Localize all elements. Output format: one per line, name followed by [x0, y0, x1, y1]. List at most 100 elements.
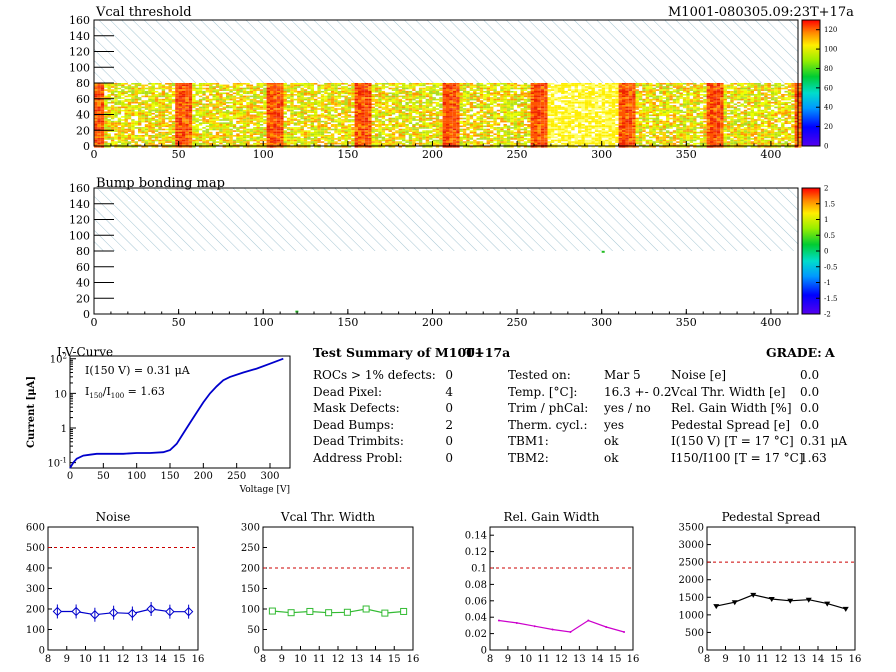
map-pixel	[114, 109, 118, 112]
map-pixel	[168, 125, 172, 128]
map-pixel	[374, 98, 379, 101]
map-pixel	[402, 84, 406, 87]
map-pixel	[429, 135, 433, 137]
map-pixel	[178, 135, 182, 137]
map-pixel	[256, 106, 260, 109]
map-pixel	[459, 86, 463, 88]
map-pixel	[544, 83, 548, 85]
map-pixel	[168, 89, 172, 91]
map-pixel	[425, 106, 430, 109]
map-pixel	[242, 128, 247, 131]
map-pixel	[486, 92, 490, 95]
map-pixel	[205, 106, 210, 109]
map-pixel	[337, 101, 342, 104]
map-pixel	[547, 125, 551, 128]
map-pixel	[239, 130, 243, 132]
map-pixel	[188, 92, 193, 95]
map-pixel	[540, 108, 545, 110]
map-pixel	[168, 84, 172, 87]
map-pixel	[188, 124, 193, 126]
map-pixel	[544, 146, 548, 148]
map-pixel	[493, 105, 497, 107]
map-pixel	[259, 133, 264, 135]
map-pixel	[371, 120, 375, 123]
map-pixel	[273, 146, 277, 148]
map-pixel	[256, 86, 260, 88]
map-pixel	[347, 89, 352, 91]
map-pixel	[490, 125, 494, 128]
map-pixel	[347, 119, 352, 121]
map-pixel	[398, 103, 402, 106]
map-pixel	[381, 138, 386, 140]
map-pixel	[219, 92, 223, 95]
map-pixel	[232, 142, 237, 145]
map-pixel	[198, 98, 203, 101]
map-pixel	[527, 100, 531, 102]
map-pixel	[188, 111, 193, 113]
map-pixel	[114, 146, 118, 148]
map-pixel	[503, 130, 507, 132]
map-pixel	[131, 125, 135, 128]
map-pixel	[320, 138, 325, 140]
map-pixel	[473, 133, 477, 135]
map-pixel	[513, 127, 518, 129]
map-pixel	[297, 138, 301, 140]
map-pixel	[469, 136, 474, 139]
map-pixel	[229, 136, 233, 139]
map-pixel	[286, 131, 291, 134]
map-pixel	[138, 138, 142, 140]
map-pixel	[178, 139, 182, 142]
map-pixel	[479, 108, 484, 110]
map-pixel	[439, 128, 443, 131]
map-pixel	[266, 139, 270, 142]
map-pixel	[229, 146, 233, 148]
map-pixel	[171, 90, 176, 93]
map-pixel	[486, 112, 490, 115]
map-pixel	[280, 101, 284, 104]
map-pixel	[391, 106, 396, 109]
map-pixel	[320, 106, 325, 109]
map-pixel	[523, 89, 528, 91]
map-pixel	[249, 92, 254, 95]
map-pixel	[100, 122, 105, 124]
map-pixel	[351, 116, 355, 118]
map-pixel	[486, 87, 490, 90]
map-pixel	[219, 94, 223, 96]
map-pixel	[354, 120, 358, 123]
map-pixel	[117, 106, 122, 109]
map-pixel	[222, 128, 226, 131]
map-pixel	[273, 131, 277, 134]
map-pixel	[510, 86, 514, 88]
map-pixel	[344, 138, 348, 140]
map-pixel	[506, 100, 511, 102]
map-pixel	[361, 141, 365, 143]
map-pixel	[486, 130, 490, 132]
map-pixel	[422, 119, 426, 121]
map-pixel	[246, 117, 250, 120]
map-pixel	[138, 112, 142, 115]
map-pixel	[479, 95, 484, 98]
map-pixel	[249, 106, 254, 109]
map-pixel	[429, 112, 433, 115]
map-pixel	[483, 125, 487, 128]
map-pixel	[561, 131, 565, 134]
map-pixel	[479, 94, 484, 96]
map-pixel	[486, 138, 490, 140]
map-pixel	[506, 125, 511, 128]
map-pixel	[462, 94, 467, 96]
map-pixel	[185, 108, 189, 110]
map-pixel	[371, 97, 375, 99]
map-pixel	[547, 133, 551, 135]
map-pixel	[378, 116, 382, 118]
map-pixel	[473, 114, 477, 117]
map-pixel	[442, 136, 446, 139]
map-pixel	[151, 128, 155, 131]
map-pixel	[138, 103, 142, 106]
map-pixel	[286, 97, 291, 99]
map-pixel	[364, 138, 369, 140]
map-pixel	[415, 95, 419, 98]
map-pixel	[540, 112, 545, 115]
map-pixel	[259, 124, 264, 126]
map-pixel	[161, 119, 166, 121]
map-pixel	[388, 84, 392, 87]
